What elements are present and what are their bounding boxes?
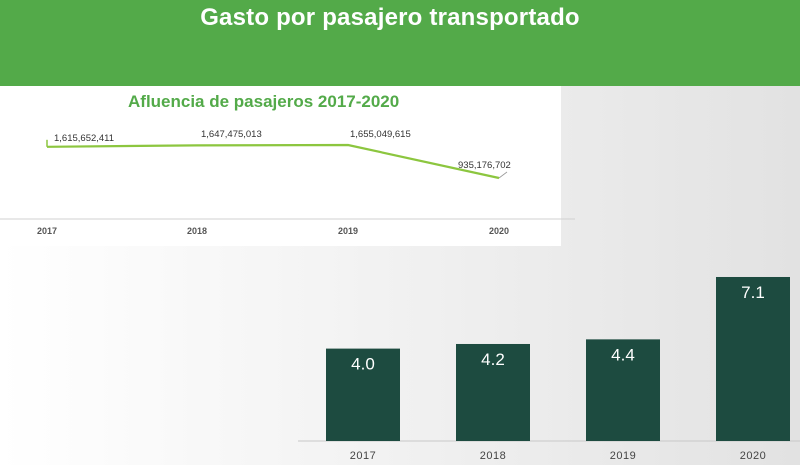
- bar-x-tick-label: 2020: [740, 450, 766, 462]
- page-title: Gasto por pasajero transportado: [200, 4, 580, 31]
- line-data-label: 935,176,702: [458, 160, 511, 171]
- line-label-leader: [498, 171, 508, 179]
- bar-x-tick-label: 2019: [610, 450, 636, 462]
- bar-data-label: 4.4: [611, 345, 635, 364]
- line-data-label: 1,647,475,013: [201, 129, 262, 140]
- line-x-tick-label: 2017: [37, 226, 57, 236]
- header-banner: Gasto por pasajero transportado: [0, 0, 800, 86]
- line-chart: 1,615,652,411 1,647,475,013 1,655,049,615 9…: [0, 129, 575, 236]
- bar-chart: 4.0 2017 4.2 2018 4.4 2019 7.1 2020: [298, 276, 800, 462]
- bar-x-tick-label: 2018: [480, 450, 506, 462]
- bar-data-label: 4.0: [351, 355, 375, 374]
- bar-data-label: 7.1: [741, 283, 765, 302]
- line-x-tick-label: 2020: [489, 226, 509, 236]
- line-x-tick-label: 2019: [338, 226, 358, 236]
- line-series: [46, 143, 500, 180]
- line-data-label: 1,655,049,615: [350, 129, 411, 140]
- bar: [326, 348, 400, 441]
- bar-data-label: 4.2: [481, 350, 505, 369]
- line-chart-title: Afluencia de pasajeros 2017-2020: [128, 92, 400, 111]
- line-x-tick-label: 2018: [187, 226, 207, 236]
- bar-x-tick-label: 2017: [350, 450, 376, 462]
- line-data-label: 1,615,652,411: [54, 133, 114, 144]
- bar: [456, 343, 530, 441]
- bar: [586, 339, 660, 441]
- bar: [716, 276, 790, 441]
